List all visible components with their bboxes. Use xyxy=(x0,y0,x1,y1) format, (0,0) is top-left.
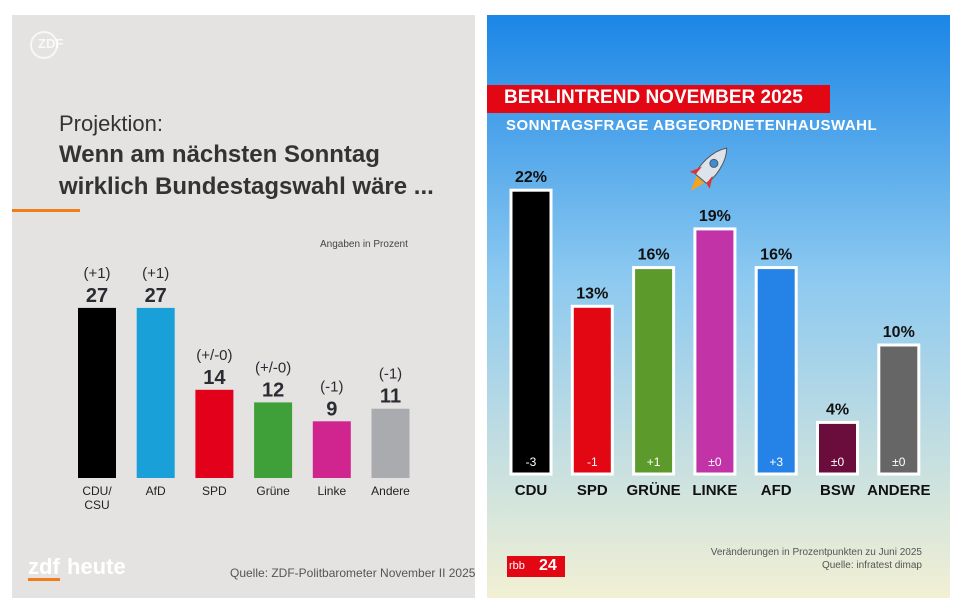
x-tick-label: SPD xyxy=(202,484,227,498)
accent-line xyxy=(12,209,80,212)
bar xyxy=(570,304,614,476)
logo-part: rbb xyxy=(509,560,525,572)
left-panel xyxy=(12,15,475,598)
change-label: (+/-0) xyxy=(196,347,232,364)
bar xyxy=(632,266,676,476)
value-label: 12 xyxy=(262,379,284,401)
bar xyxy=(254,402,293,478)
rocket xyxy=(689,147,728,191)
change-label: +1 xyxy=(647,455,661,469)
source: Quelle: infratest dimap xyxy=(821,560,922,571)
bar xyxy=(136,307,175,478)
logo-part: heute xyxy=(67,554,126,579)
change-label: ±0 xyxy=(831,455,845,469)
x-tick-label: Grüne xyxy=(256,484,290,498)
logo-part: zdf xyxy=(28,554,60,581)
x-tick-label: LINKE xyxy=(692,482,737,499)
value-label: 27 xyxy=(86,285,108,307)
subtitle: SONNTAGSFRAGE ABGEORDNETENHAUSWAHL xyxy=(506,117,878,134)
value-label: 16% xyxy=(760,247,792,264)
header: Projektion: xyxy=(59,111,163,136)
zdf-logo-ring xyxy=(30,31,58,59)
value-label: 27 xyxy=(145,285,167,307)
x-tick-label: BSW xyxy=(820,482,856,499)
change-label: (+/-0) xyxy=(255,359,291,376)
value-label: 11 xyxy=(380,386,401,408)
change-label: ±0 xyxy=(892,455,906,469)
bar xyxy=(195,389,234,478)
x-tick-label: Andere xyxy=(371,484,410,498)
bar xyxy=(371,408,410,478)
value-label: 16% xyxy=(638,247,670,264)
bar xyxy=(877,343,921,476)
change-label: (-1) xyxy=(320,378,343,395)
value-label: 10% xyxy=(883,324,915,341)
corner-logo: ZDF xyxy=(38,36,64,51)
value-label: 19% xyxy=(699,208,731,225)
value-label: 9 xyxy=(326,398,337,420)
chart-title: Wenn am nächsten Sonntag wirklich Bundes… xyxy=(59,141,434,200)
note: Angaben in Prozent xyxy=(320,239,408,250)
value-label: 22% xyxy=(515,169,547,186)
change-label: -1 xyxy=(587,455,598,469)
x-tick-label: Linke xyxy=(317,484,347,498)
change-label: -3 xyxy=(526,455,537,469)
x-tick-label: CDU/ CSU xyxy=(82,484,112,512)
x-tick-label: ANDERE xyxy=(867,482,930,499)
bar xyxy=(312,421,351,478)
x-tick-label: GRÜNE xyxy=(627,482,681,499)
bar xyxy=(693,227,737,476)
x-tick-label: AfD xyxy=(145,484,166,498)
change-label: (-1) xyxy=(379,366,402,383)
change-label: ±0 xyxy=(708,455,722,469)
bar xyxy=(754,266,798,476)
bar xyxy=(509,188,553,476)
bar xyxy=(816,420,859,476)
x-tick-label: AFD xyxy=(761,482,792,499)
bar xyxy=(78,307,116,478)
x-tick-label: CDU xyxy=(515,482,548,499)
value-label: 13% xyxy=(576,285,608,302)
chart-title: BERLINTREND NOVEMBER 2025 xyxy=(504,87,803,108)
x-tick-label: SPD xyxy=(577,482,608,499)
note: Veränderungen in Prozentpunkten zu Juni … xyxy=(710,547,922,558)
source: Quelle: ZDF-Politbarometer November II 2… xyxy=(230,566,476,580)
value-label: 4% xyxy=(826,401,849,418)
rbb-logo-box xyxy=(507,556,565,577)
change-label: +3 xyxy=(769,455,783,469)
change-label: (+1) xyxy=(142,265,169,282)
change-label: (+1) xyxy=(83,265,110,282)
value-label: 14 xyxy=(203,367,226,389)
title-banner xyxy=(487,85,830,113)
logo-part: 24 xyxy=(539,557,557,574)
